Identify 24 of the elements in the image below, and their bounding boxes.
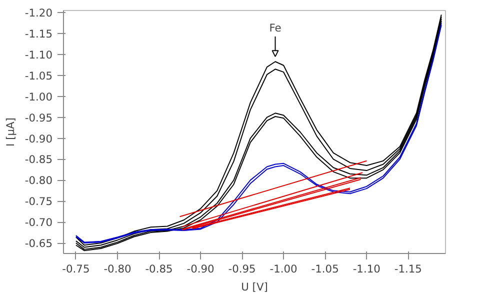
- y-tick-label: -1.05: [24, 69, 53, 82]
- y-tick-label: -1.00: [24, 90, 53, 104]
- y-tick-label: -0.70: [24, 216, 53, 230]
- x-tick-label: -0.95: [228, 262, 256, 276]
- y-tick-label: -0.90: [24, 132, 53, 146]
- x-tick-label: -0.75: [62, 262, 90, 276]
- y-tick-label: -0.65: [24, 237, 53, 250]
- y-tick-label: -0.85: [24, 153, 53, 166]
- x-tick-label: -0.90: [186, 262, 215, 276]
- x-tick-label: -1.10: [352, 262, 381, 276]
- annotation: Fe: [269, 21, 282, 34]
- y-tick-label: -1.10: [24, 48, 53, 62]
- y-tick-label: -1.15: [24, 28, 53, 41]
- y-axis-title: I [µA]: [4, 118, 17, 146]
- x-tick-label: -0.80: [104, 262, 132, 276]
- y-tick-label: -1.20: [24, 6, 53, 20]
- x-tick-label: -1.15: [394, 262, 422, 276]
- x-tick-label: -0.85: [145, 262, 173, 276]
- x-tick-label: -1.05: [311, 262, 339, 276]
- y-tick-label: -0.95: [24, 111, 53, 124]
- x-axis-title: U [V]: [241, 280, 268, 294]
- x-tick-label: -1.00: [270, 262, 298, 276]
- y-tick-label: -0.80: [24, 174, 53, 188]
- y-tick-label: -0.75: [24, 195, 53, 208]
